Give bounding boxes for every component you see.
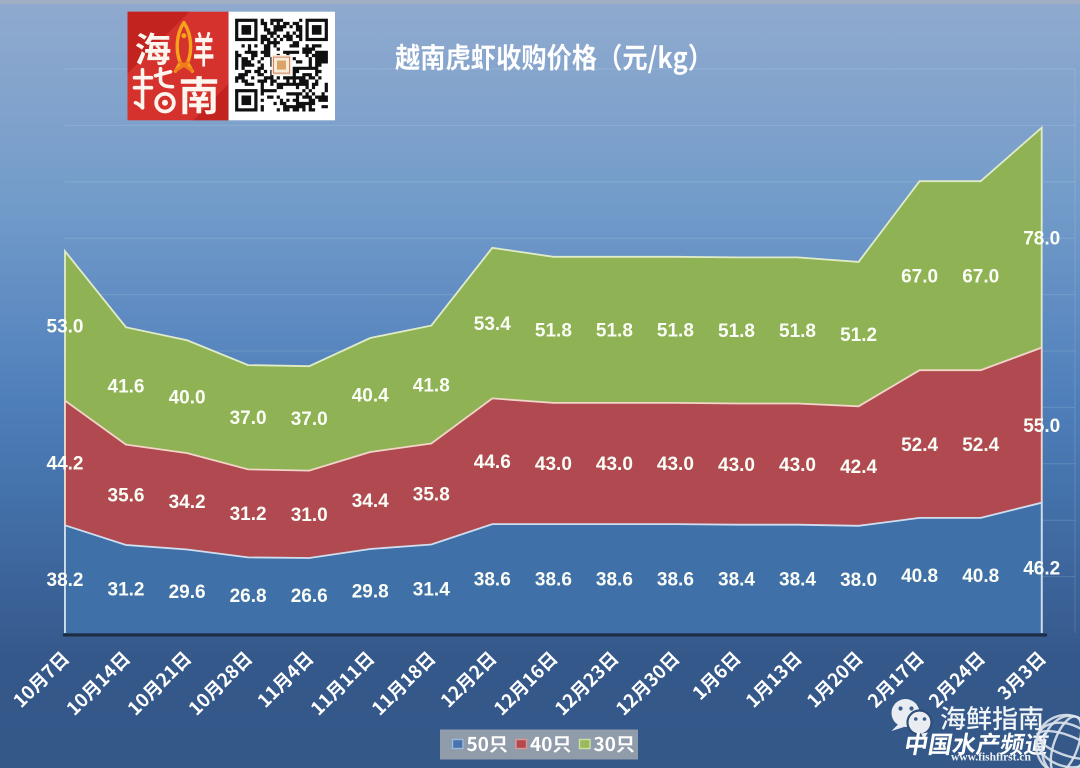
svg-text:52.4: 52.4 <box>901 435 938 456</box>
svg-text:40.0: 40.0 <box>169 387 206 408</box>
svg-text:43.0: 43.0 <box>718 455 755 476</box>
svg-text:42.4: 42.4 <box>840 457 877 478</box>
svg-text:51.2: 51.2 <box>840 325 877 346</box>
svg-text:43.0: 43.0 <box>779 455 816 476</box>
svg-text:43.0: 43.0 <box>657 454 694 475</box>
svg-text:31.2: 31.2 <box>108 580 145 601</box>
svg-text:37.0: 37.0 <box>291 409 328 430</box>
svg-text:www.fishfirst.cn: www.fishfirst.cn <box>951 752 1031 764</box>
svg-text:51.8: 51.8 <box>779 321 816 342</box>
svg-text:40.4: 40.4 <box>352 386 389 407</box>
svg-text:35.8: 35.8 <box>413 485 450 506</box>
svg-text:41.8: 41.8 <box>413 375 450 396</box>
svg-text:35.6: 35.6 <box>108 486 145 507</box>
svg-text:78.0: 78.0 <box>1023 228 1060 249</box>
svg-text:55.0: 55.0 <box>1023 416 1060 437</box>
svg-text:29.6: 29.6 <box>169 582 206 603</box>
svg-text:38.2: 38.2 <box>47 570 84 591</box>
svg-text:41.6: 41.6 <box>108 377 145 398</box>
svg-text:26.6: 26.6 <box>291 586 328 607</box>
svg-text:40.8: 40.8 <box>901 566 938 587</box>
svg-text:31.2: 31.2 <box>230 504 267 525</box>
svg-text:51.8: 51.8 <box>657 321 694 342</box>
svg-text:38.6: 38.6 <box>474 569 511 590</box>
svg-text:53.4: 53.4 <box>474 314 511 335</box>
svg-text:34.4: 34.4 <box>352 491 389 512</box>
svg-text:51.8: 51.8 <box>596 321 633 342</box>
svg-text:31.4: 31.4 <box>413 579 450 600</box>
svg-text:67.0: 67.0 <box>901 266 938 287</box>
svg-text:53.0: 53.0 <box>47 317 84 338</box>
svg-text:38.6: 38.6 <box>596 569 633 590</box>
svg-text:38.4: 38.4 <box>779 570 816 591</box>
svg-text:38.6: 38.6 <box>657 569 694 590</box>
svg-text:34.2: 34.2 <box>169 492 206 513</box>
svg-text:51.8: 51.8 <box>535 321 572 342</box>
svg-text:40.8: 40.8 <box>962 566 999 587</box>
svg-text:44.6: 44.6 <box>474 452 511 473</box>
svg-text:51.8: 51.8 <box>718 321 755 342</box>
svg-text:31.0: 31.0 <box>291 505 328 526</box>
svg-text:67.0: 67.0 <box>962 266 999 287</box>
svg-text:44.2: 44.2 <box>47 454 84 475</box>
svg-text:43.0: 43.0 <box>596 454 633 475</box>
svg-text:52.4: 52.4 <box>962 435 999 456</box>
svg-text:37.0: 37.0 <box>230 408 267 429</box>
svg-text:46.2: 46.2 <box>1023 559 1060 580</box>
svg-text:38.0: 38.0 <box>840 570 877 591</box>
svg-text:29.8: 29.8 <box>352 582 389 603</box>
svg-text:26.8: 26.8 <box>230 586 267 607</box>
svg-text:38.4: 38.4 <box>718 570 755 591</box>
svg-text:43.0: 43.0 <box>535 454 572 475</box>
svg-text:38.6: 38.6 <box>535 569 572 590</box>
